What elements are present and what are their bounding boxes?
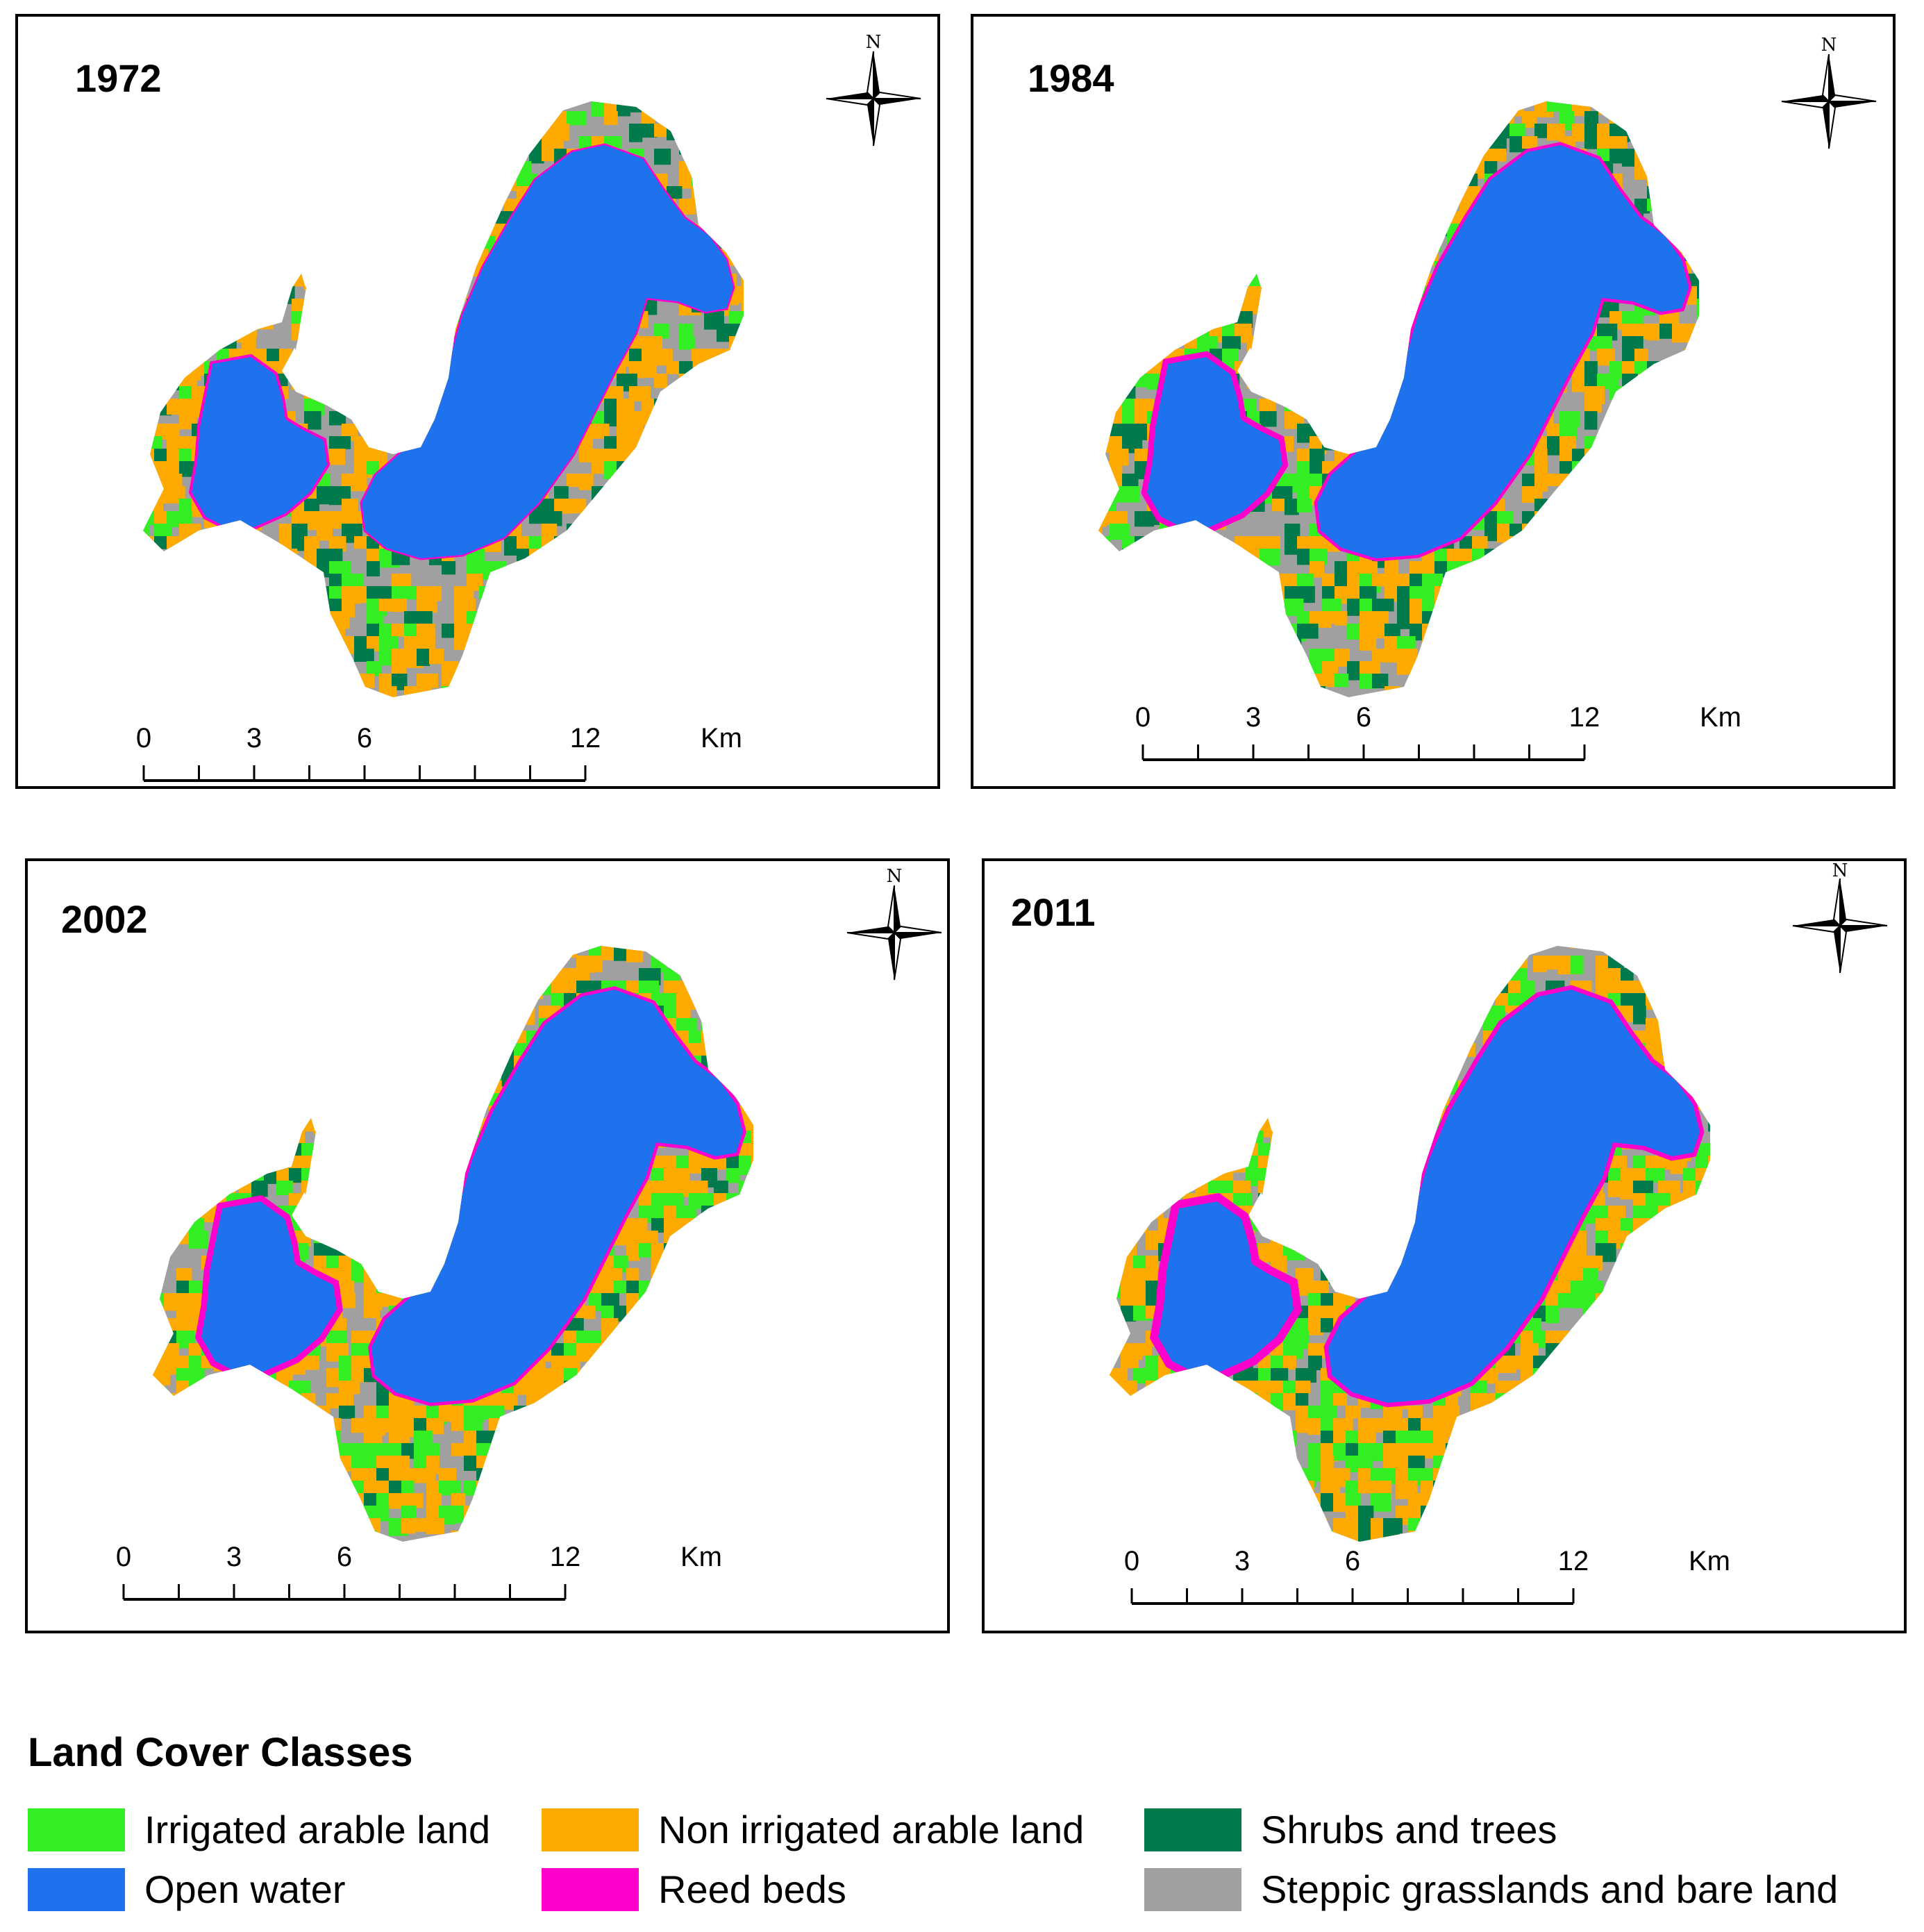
- north-label: N: [1821, 35, 1837, 56]
- legend-swatch: [542, 1868, 639, 1911]
- land-cover-map: [1110, 946, 1710, 1542]
- scale-bar: 0 3 6 12 Km: [136, 723, 742, 782]
- map-panel-2011: 2011 N 0 3 6 12 Km: [982, 858, 1907, 1633]
- scale-bar: 0 3 6 12 Km: [116, 1542, 722, 1601]
- scale-tick-label: 3: [246, 723, 262, 753]
- map-svg-1984: 1984 N 0 3 6 12 Km: [1028, 35, 1877, 761]
- scale-tick-label: 3: [1235, 1546, 1250, 1576]
- map-panel-2002: 2002 N 0 3 6 12 Km: [25, 858, 950, 1633]
- scale-tick-label: 6: [1356, 702, 1371, 733]
- legend-swatch: [28, 1808, 125, 1851]
- north-label: N: [887, 866, 903, 887]
- scale-tick-label: 0: [1135, 702, 1151, 733]
- legend-swatch: [28, 1868, 125, 1911]
- year-label: 1984: [1028, 56, 1114, 100]
- scale-tick-label: 0: [1124, 1546, 1139, 1576]
- scale-tick-label: 12: [550, 1542, 581, 1572]
- map-svg-2002: 2002 N 0 3 6 12 Km: [61, 866, 942, 1601]
- north-arrow-icon: [826, 51, 921, 147]
- land-cover-map: [1098, 101, 1699, 697]
- scale-tick-label: 3: [1246, 702, 1261, 733]
- scale-tick-label: 6: [337, 1542, 352, 1572]
- scale-bar: 0 3 6 12 Km: [1135, 702, 1741, 761]
- scale-tick-label: 12: [570, 723, 601, 753]
- legend: Land Cover Classes Irrigated arable land…: [28, 1729, 1916, 1931]
- legend-label: Irrigated arable land: [144, 1808, 491, 1851]
- legend-swatch: [542, 1808, 639, 1851]
- year-label: 1972: [75, 56, 162, 100]
- scale-tick-label: 6: [1345, 1546, 1360, 1576]
- scale-tick-label: 12: [1569, 702, 1600, 733]
- land-cover-map: [143, 101, 744, 697]
- year-label: 2002: [61, 897, 148, 941]
- map-svg-2011: 2011 N 0 3 6 12 Km: [1011, 861, 1888, 1605]
- map-panel-1972: 1972 N 0 3 6 12 Km: [15, 14, 940, 789]
- map-svg-1972: 1972 N 0 3 6 12 Km: [75, 32, 921, 782]
- scale-bar: 0 3 6 12 Km: [1124, 1546, 1730, 1605]
- scale-tick-label: 12: [1558, 1546, 1589, 1576]
- scale-tick-label: 0: [116, 1542, 131, 1572]
- map-panel-1984: 1984 N 0 3 6 12 Km: [971, 14, 1896, 789]
- scale-tick-label: 6: [357, 723, 372, 753]
- legend-label: Steppic grasslands and bare land: [1261, 1867, 1839, 1911]
- north-label: N: [1832, 861, 1848, 881]
- land-cover-map: [153, 946, 753, 1542]
- scale-unit-label: Km: [701, 723, 742, 753]
- legend-swatch: [1144, 1808, 1241, 1851]
- scale-tick-label: 0: [136, 723, 151, 753]
- north-label: N: [866, 32, 882, 53]
- legend-swatch: [1144, 1868, 1241, 1911]
- legend-label: Non irrigated arable land: [658, 1808, 1085, 1851]
- north-arrow-icon: [1781, 53, 1877, 149]
- scale-tick-label: 3: [226, 1542, 242, 1572]
- legend-label: Open water: [144, 1867, 346, 1911]
- legend-label: Reed beds: [658, 1867, 846, 1911]
- scale-unit-label: Km: [1689, 1546, 1730, 1576]
- scale-unit-label: Km: [1700, 702, 1741, 733]
- north-arrow-icon: [846, 885, 942, 981]
- legend-title: Land Cover Classes: [28, 1730, 413, 1775]
- legend-label: Shrubs and trees: [1261, 1808, 1557, 1851]
- year-label: 2011: [1011, 890, 1096, 934]
- north-arrow-icon: [1792, 878, 1888, 974]
- scale-unit-label: Km: [680, 1542, 722, 1572]
